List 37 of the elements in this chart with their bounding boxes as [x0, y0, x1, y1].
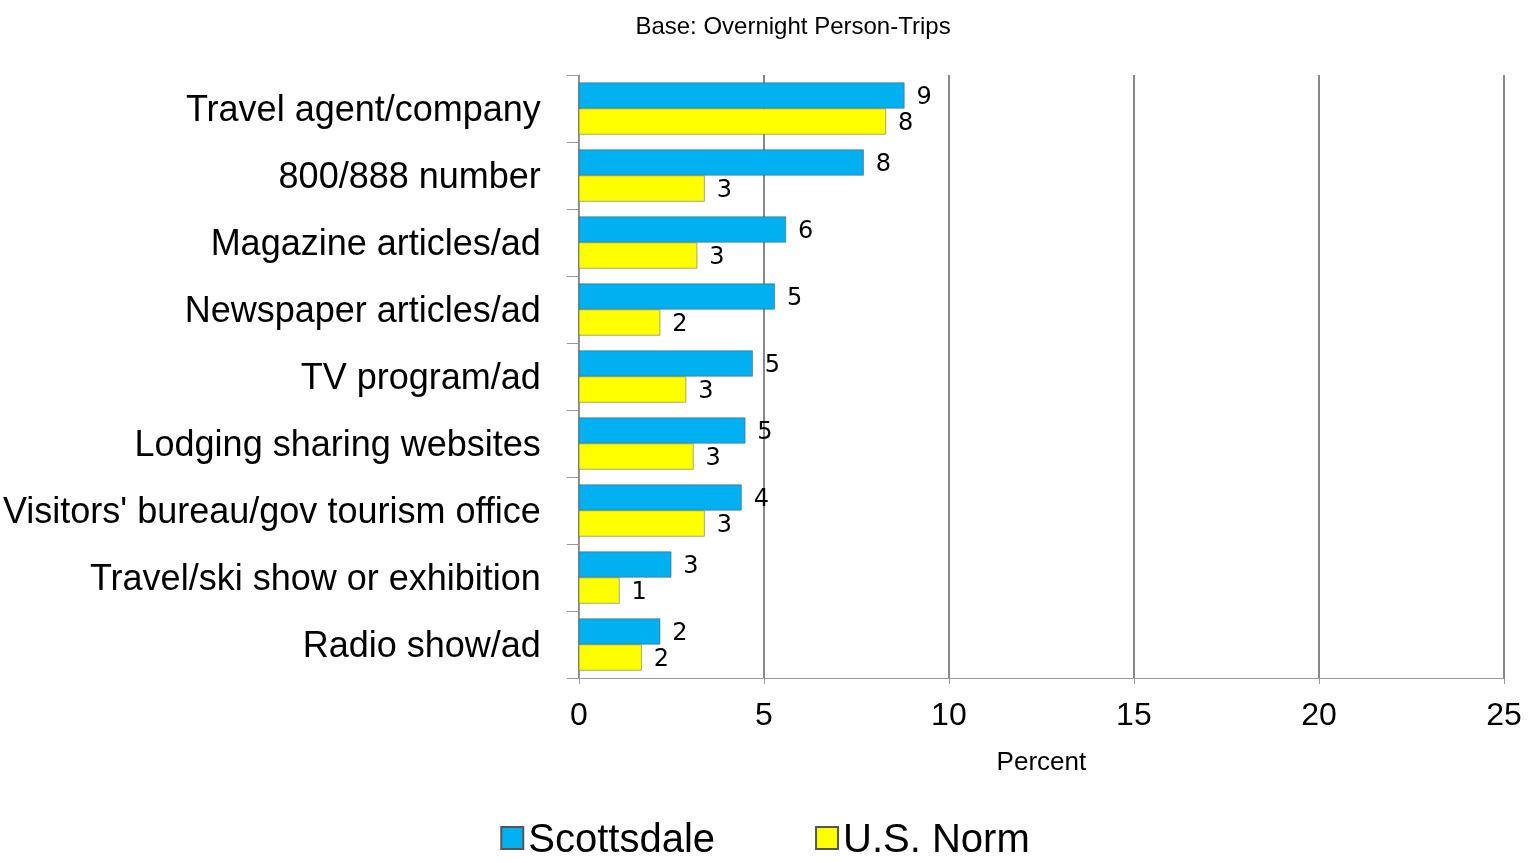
data-label: 3 — [709, 241, 725, 270]
x-tick-label: 5 — [754, 696, 773, 732]
data-label: 5 — [764, 349, 781, 378]
chart-title: Base: Overnight Person-Trips — [635, 11, 951, 39]
data-label: 5 — [786, 282, 803, 311]
data-label: 2 — [653, 643, 669, 672]
data-label: 4 — [753, 483, 769, 512]
data-label: 9 — [916, 81, 932, 110]
x-tick-label: 0 — [569, 696, 588, 732]
data-label: 8 — [897, 107, 914, 136]
data-label: 6 — [798, 215, 814, 244]
x-tick-label: 25 — [1486, 696, 1522, 732]
data-label: 3 — [716, 509, 732, 538]
data-label: 8 — [875, 148, 892, 177]
y-tick-label: TV program/ad — [300, 356, 541, 397]
data-label: 3 — [698, 375, 714, 404]
y-tick-label: 800/888 number — [278, 155, 541, 196]
data-label: 2 — [672, 308, 688, 337]
y-tick-label: Visitors' bureau/gov tourism office — [2, 490, 541, 531]
x-axis-title: Percent — [996, 746, 1087, 776]
y-tick-label: Travel agent/company — [185, 88, 541, 129]
y-tick-label: Lodging sharing websites — [134, 423, 541, 464]
y-tick-label: Travel/ski show or exhibition — [89, 557, 541, 598]
x-tick-label: 15 — [1116, 696, 1152, 732]
data-label: 1 — [631, 576, 647, 605]
data-label: 3 — [705, 442, 721, 471]
data-label: 2 — [672, 617, 688, 646]
data-label: 5 — [757, 416, 773, 445]
legend-label: Scottsdale — [528, 816, 716, 860]
y-tick-label: Radio show/ad — [302, 624, 541, 665]
data-label: 3 — [716, 174, 732, 203]
y-tick-label: Newspaper articles/ad — [184, 289, 541, 330]
x-tick-label: 10 — [931, 696, 967, 732]
legend-label: U.S. Norm — [843, 816, 1030, 860]
x-tick-label: 20 — [1301, 696, 1337, 732]
data-label: 3 — [683, 550, 699, 579]
y-tick-label: Magazine articles/ad — [210, 222, 541, 263]
